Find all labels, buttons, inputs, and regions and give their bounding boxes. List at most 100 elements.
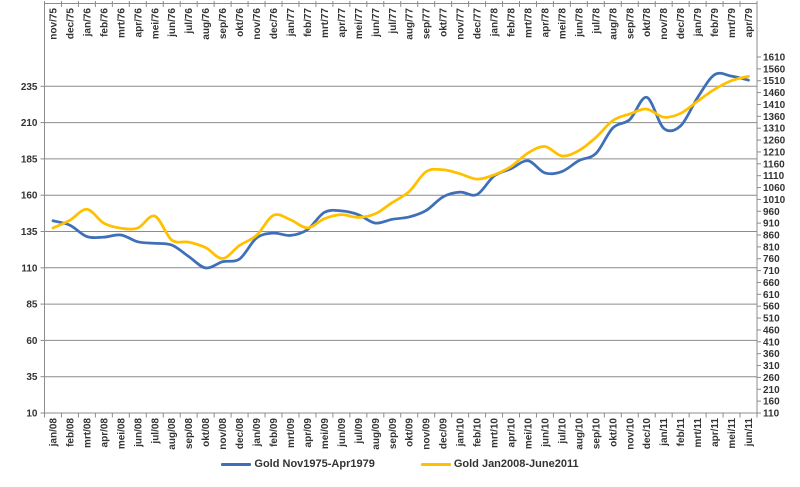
top-axis-label: aug/76 — [201, 8, 212, 40]
right-axis-tick-label: 1510 — [763, 76, 786, 87]
bottom-axis-label: mei/08 — [116, 418, 127, 450]
top-axis-label: dec/75 — [65, 8, 76, 40]
bottom-axis-label: jan/08 — [48, 418, 59, 448]
right-axis-tick-label: 1310 — [763, 124, 786, 135]
right-axis-tick-label: 660 — [763, 278, 780, 289]
bottom-axis-label: apr/09 — [303, 418, 314, 448]
top-axis-label: apr/78 — [540, 8, 551, 38]
top-axis-label: nov/75 — [48, 8, 59, 40]
top-axis-label: jun/78 — [574, 8, 585, 38]
top-axis-label: mei/76 — [150, 8, 161, 40]
right-axis-tick-label: 560 — [763, 302, 780, 313]
top-axis-label: dec/77 — [473, 8, 484, 40]
top-axis-label: jan/76 — [82, 8, 93, 38]
top-axis-label: feb/79 — [710, 8, 721, 37]
top-axis-label: dec/78 — [676, 8, 687, 40]
right-axis-tick-label: 210 — [763, 385, 780, 396]
left-axis-tick-label: 210 — [21, 118, 38, 129]
series-line-gold-1975-1979 — [51, 71, 750, 270]
right-axis-tick-label: 810 — [763, 242, 780, 253]
right-axis-tick-label: 1010 — [763, 195, 786, 206]
bottom-axis-label: jun/10 — [540, 418, 551, 448]
bottom-axis-label: sep/10 — [591, 418, 602, 450]
bottom-axis-label: jul/08 — [150, 418, 161, 445]
bottom-axis-label: jan/11 — [659, 418, 670, 447]
bottom-axis-label: jun/11 — [744, 418, 755, 448]
right-axis-tick-label: 910 — [763, 219, 780, 230]
bottom-axis-label: mrt/11 — [693, 418, 704, 448]
top-axis-label: jan/77 — [286, 8, 297, 38]
left-axis-tick-label: 135 — [21, 227, 38, 238]
bottom-axis-label: aug/08 — [167, 418, 178, 450]
right-axis-tick-label: 1210 — [763, 147, 786, 158]
bottom-axis-label: mei/09 — [320, 418, 331, 450]
bottom-axis-label: mei/11 — [727, 418, 738, 449]
top-axis-label: feb/77 — [303, 8, 314, 37]
bottom-axis-label: jan/09 — [252, 418, 263, 448]
bottom-axis-label: aug/10 — [574, 418, 585, 450]
bottom-axis-label: mei/10 — [523, 418, 534, 450]
top-axis-label: okt/77 — [439, 8, 450, 37]
bottom-axis-label: jan/10 — [456, 418, 467, 448]
top-axis-label: jul/76 — [184, 8, 195, 35]
bottom-axis-label: mrt/10 — [490, 418, 501, 448]
top-axis-label: jan/78 — [490, 8, 501, 38]
top-axis-label: nov/78 — [659, 8, 670, 40]
top-axis-label: mrt/79 — [727, 8, 738, 38]
left-axis-tick-label: 35 — [26, 372, 38, 383]
bottom-axis-label: sep/09 — [388, 418, 399, 450]
top-axis-label: apr/76 — [133, 8, 144, 38]
bottom-axis-label: okt/08 — [201, 418, 212, 447]
bottom-axis-label: apr/11 — [710, 418, 721, 447]
top-axis-label: feb/76 — [99, 8, 110, 37]
bottom-axis-label: mrt/09 — [286, 418, 297, 448]
bottom-axis-label: feb/10 — [473, 418, 484, 447]
bottom-axis-label: nov/09 — [422, 418, 433, 450]
bottom-axis-label: dec/09 — [439, 418, 450, 450]
top-axis-label: aug/78 — [608, 8, 619, 40]
bottom-axis-label: feb/08 — [65, 418, 76, 447]
bottom-axis-label: dec/10 — [642, 418, 653, 450]
top-axis-label: jan/79 — [693, 8, 704, 38]
left-axis-tick-label: 235 — [21, 82, 38, 93]
left-axis-tick-label: 60 — [26, 336, 38, 347]
top-axis-label: sep/78 — [625, 8, 636, 40]
right-axis-tick-label: 1560 — [763, 64, 786, 75]
bottom-axis-label: okt/09 — [405, 418, 416, 447]
left-axis-tick-label: 110 — [21, 263, 38, 274]
bottom-axis-label: nov/08 — [218, 418, 229, 450]
legend-item-gold-2008-2011: Gold Jan2008-June2011 — [420, 458, 579, 470]
top-axis-label: apr/79 — [744, 8, 755, 38]
bottom-axis-label: aug/09 — [371, 418, 382, 450]
series-line-gold-2008-2011 — [51, 74, 750, 260]
bottom-axis-label: dec/08 — [235, 418, 246, 450]
right-axis-tick-label: 460 — [763, 325, 780, 336]
bottom-axis-label: okt/10 — [608, 418, 619, 447]
right-axis-tick-label: 110 — [763, 409, 780, 420]
legend-line-sample-blue — [221, 462, 252, 466]
left-axis-tick-label: 10 — [26, 409, 38, 420]
top-axis-label: jul/77 — [388, 8, 399, 35]
bottom-axis-label: apr/10 — [507, 418, 518, 448]
bottom-axis-label: jun/08 — [133, 418, 144, 448]
bottom-axis-label: apr/08 — [99, 418, 110, 448]
top-axis-label: sep/77 — [422, 8, 433, 40]
bottom-axis-label: jul/10 — [557, 418, 568, 445]
right-axis-tick-label: 1060 — [763, 183, 786, 194]
right-axis-tick-label: 1410 — [763, 100, 786, 111]
legend-label-gold-2008-2011: Gold Jan2008-June2011 — [453, 458, 579, 470]
right-axis-tick-label: 710 — [763, 266, 780, 277]
bottom-axis-label: jul/09 — [354, 418, 365, 445]
top-axis-label: jun/76 — [167, 8, 178, 38]
chart-legend: Gold Nov1975-Apr1979 Gold Jan2008-June20… — [0, 458, 800, 470]
right-axis-tick-label: 1610 — [763, 53, 786, 64]
top-axis-label: mrt/76 — [116, 8, 127, 38]
top-axis-label: aug/77 — [405, 8, 416, 40]
bottom-axis-label: feb/11 — [676, 418, 687, 447]
top-axis-label: mrt/78 — [523, 8, 534, 38]
right-axis-tick-label: 1460 — [763, 88, 786, 99]
legend-label-gold-1975-1979: Gold Nov1975-Apr1979 — [254, 458, 375, 470]
right-axis-tick-label: 410 — [763, 337, 780, 348]
left-axis-tick-label: 185 — [21, 154, 38, 165]
top-axis-label: okt/78 — [642, 8, 653, 37]
